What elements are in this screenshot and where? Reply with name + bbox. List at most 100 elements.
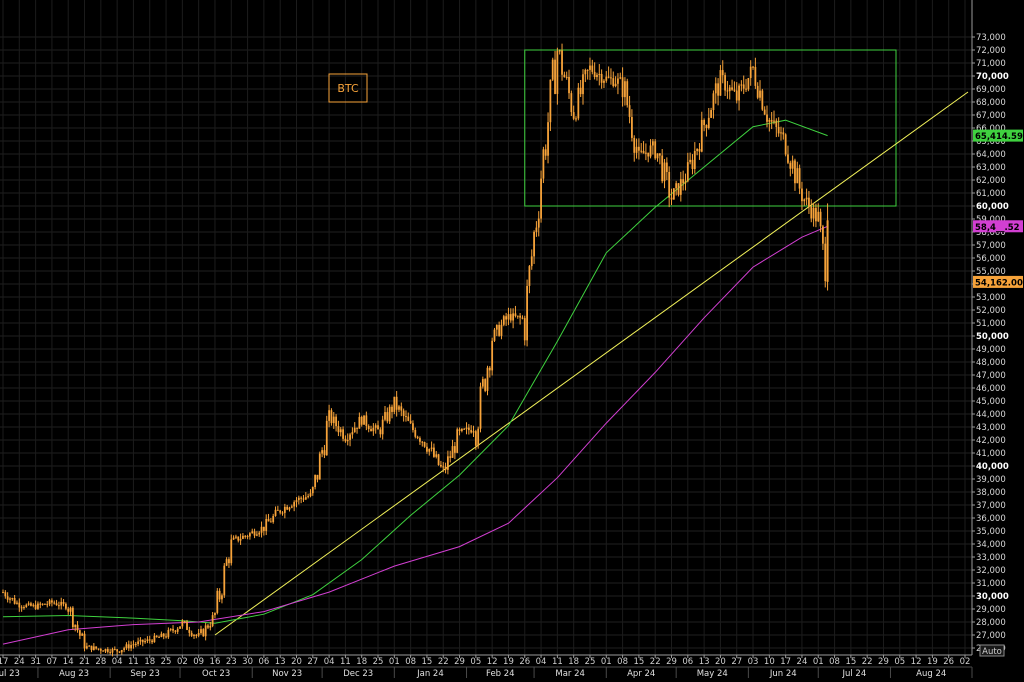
candle-body <box>752 66 754 68</box>
candle-body <box>770 119 773 122</box>
candle-body <box>388 406 391 422</box>
candle-body <box>782 132 785 135</box>
candle-body <box>53 602 56 604</box>
candle-body <box>742 84 745 89</box>
candle-body <box>442 466 445 468</box>
y-tick-label: 58,000 <box>976 228 1006 238</box>
x-day-tick-label: 24 <box>797 657 808 667</box>
candle-body <box>766 114 768 122</box>
candle-body <box>586 69 589 71</box>
candle-body <box>379 429 382 435</box>
candle-body <box>796 168 799 184</box>
candle-body <box>374 425 377 428</box>
candle-body <box>95 646 98 649</box>
candle-body <box>83 633 86 649</box>
candle-body <box>120 649 123 653</box>
candle-body <box>148 639 151 641</box>
y-tick-label: 55,000 <box>976 267 1006 277</box>
candle-body <box>74 624 77 628</box>
y-tick-label: 40,000 <box>976 462 1009 472</box>
candle-body <box>64 603 67 609</box>
consolidation-box <box>524 49 897 207</box>
candle-body <box>209 625 212 628</box>
candle-body <box>353 427 356 433</box>
candle-body <box>728 87 731 92</box>
x-day-tick-label: 18 <box>356 657 367 667</box>
candle-body <box>798 168 801 189</box>
candle-body <box>71 607 74 628</box>
candle-body <box>330 410 333 424</box>
x-day-tick-label: 02 <box>960 657 971 667</box>
candle-body <box>477 428 480 446</box>
y-tick-label: 44,000 <box>976 410 1006 420</box>
candle-body <box>521 317 524 319</box>
y-tick-label: 47,000 <box>976 371 1006 381</box>
candle-body <box>195 634 198 636</box>
candle-body <box>582 74 584 95</box>
candle-body <box>69 607 72 612</box>
candle-body <box>132 644 135 646</box>
candle-body <box>682 179 685 184</box>
y-tick-label: 35,000 <box>976 527 1006 537</box>
y-tick-label: 41,000 <box>976 449 1006 459</box>
candle-body <box>731 87 733 90</box>
candle-body <box>144 641 146 643</box>
candle-body <box>328 410 331 421</box>
y-tick-label: 57,000 <box>976 241 1006 251</box>
auto-scale-button[interactable] <box>979 644 1005 657</box>
candle-body <box>58 605 60 607</box>
y-tick-label: 34,000 <box>976 540 1006 550</box>
x-day-tick-label: 26 <box>519 657 530 667</box>
x-day-tick-label: 22 <box>650 657 661 667</box>
moving-average-line-1 <box>2 119 828 624</box>
candle-body <box>551 59 554 80</box>
auto-scale-button-label[interactable]: Auto <box>982 647 1002 657</box>
candle-body <box>193 634 195 636</box>
candle-body <box>356 427 358 429</box>
candle-body <box>430 447 433 449</box>
candle-body <box>446 456 449 470</box>
x-day-tick-label: 30 <box>242 657 253 667</box>
candle-body <box>556 50 559 94</box>
x-day-tick-label: 16 <box>210 657 221 667</box>
y-tick-label: 62,000 <box>976 176 1006 186</box>
x-day-tick-label: 12 <box>911 657 922 667</box>
candle-body <box>85 646 88 649</box>
candle-body <box>672 188 675 200</box>
x-day-tick-label: 08 <box>405 657 416 667</box>
candle-body <box>102 650 105 652</box>
candle-body <box>777 126 780 134</box>
last-value-badge-text: 54,162.00 <box>975 278 1023 288</box>
candle-body <box>761 90 764 110</box>
candle-body <box>349 434 351 440</box>
x-day-tick-label: 15 <box>633 657 644 667</box>
candle-body <box>512 313 515 321</box>
candle-body <box>160 633 163 638</box>
candle-body <box>670 197 673 200</box>
y-tick-label: 33,000 <box>976 553 1006 563</box>
candle-body <box>109 651 112 653</box>
candle-body <box>265 519 268 531</box>
candle-body <box>684 181 687 184</box>
candle-body <box>188 629 191 633</box>
candle-body <box>493 329 496 341</box>
candle-body <box>789 162 792 169</box>
x-day-tick-label: 29 <box>878 657 889 667</box>
candle-body <box>158 636 160 638</box>
x-day-tick-label: 12 <box>487 657 498 667</box>
candle-body <box>253 531 256 536</box>
candle-body <box>272 515 275 523</box>
candle-body <box>467 427 470 431</box>
candle-body <box>540 178 542 219</box>
candle-body <box>735 90 738 101</box>
x-month-tick-label: Apr 24 <box>627 669 655 678</box>
candle-body <box>202 629 205 637</box>
candle-body <box>216 590 219 613</box>
candle-body <box>426 446 428 452</box>
candle-body <box>773 120 775 122</box>
candle-body <box>712 93 715 111</box>
candle-body <box>293 502 296 507</box>
candle-body <box>228 559 230 564</box>
x-day-tick-label: 08 <box>829 657 840 667</box>
